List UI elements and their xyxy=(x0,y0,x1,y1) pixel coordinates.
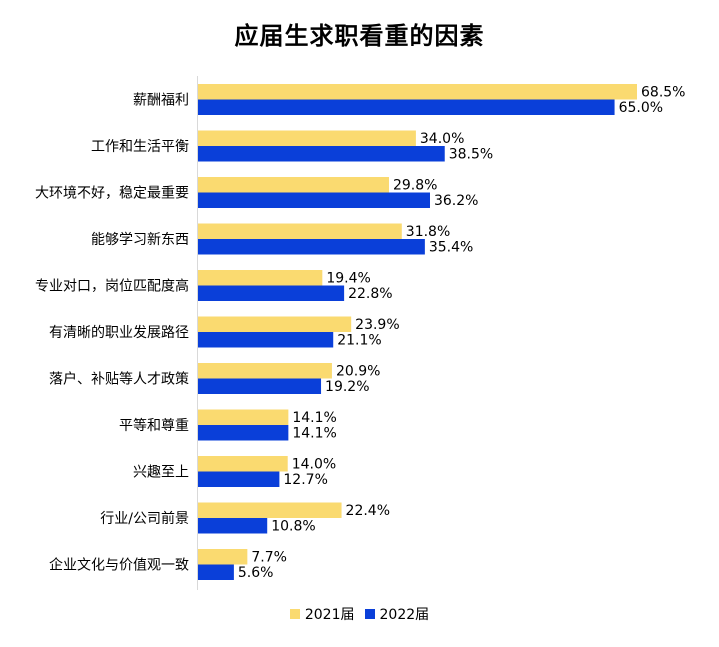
legend: 2021届 2022届 xyxy=(0,604,719,624)
category-label: 行业/公司前景 xyxy=(100,510,189,527)
category-label: 专业对口，岗位匹配度高 xyxy=(35,278,189,295)
chart-title: 应届生求职看重的因素 xyxy=(234,22,485,50)
bar-2021 xyxy=(198,223,402,239)
data-label: 31.8% xyxy=(406,224,450,240)
bar-2022 xyxy=(198,564,234,580)
legend-label-2022: 2022届 xyxy=(379,607,430,623)
data-label: 14.0% xyxy=(292,457,336,473)
data-label: 14.1% xyxy=(292,426,336,442)
bar-2022 xyxy=(198,146,445,162)
legend-item-2022: 2022届 xyxy=(364,604,430,624)
bar-2022 xyxy=(198,285,345,301)
category-label: 平等和尊重 xyxy=(119,417,189,434)
bar-2022 xyxy=(198,99,615,115)
data-label: 34.0% xyxy=(420,131,464,147)
category-label: 兴趣至上 xyxy=(133,465,189,481)
bar-2021 xyxy=(198,363,332,379)
data-label: 35.4% xyxy=(429,240,473,256)
data-label: 65.0% xyxy=(619,100,663,116)
data-label: 19.2% xyxy=(325,379,369,395)
data-label: 68.5% xyxy=(641,85,685,101)
bar-2022 xyxy=(198,192,430,208)
bar-2022 xyxy=(198,378,322,394)
data-label: 23.9% xyxy=(355,317,399,333)
legend-swatch-2021 xyxy=(289,609,300,619)
data-label: 21.1% xyxy=(337,333,381,349)
bar-2021 xyxy=(198,177,389,193)
data-label: 36.2% xyxy=(434,193,478,209)
data-label: 10.8% xyxy=(271,519,315,535)
data-label: 20.9% xyxy=(336,364,380,380)
legend-item-2021: 2021届 xyxy=(289,604,355,624)
data-label: 22.4% xyxy=(346,503,390,519)
bar-2021 xyxy=(198,84,637,100)
bar-2021 xyxy=(198,549,248,565)
bar-2022 xyxy=(198,518,268,534)
bar-2021 xyxy=(198,409,289,425)
category-label: 工作和生活平衡 xyxy=(91,139,189,155)
bar-2021 xyxy=(198,502,342,518)
data-label: 7.7% xyxy=(251,550,287,566)
bar-2022 xyxy=(198,239,425,255)
data-label: 19.4% xyxy=(326,271,370,287)
legend-label-2021: 2021届 xyxy=(304,607,355,623)
bar-2021 xyxy=(198,456,288,472)
data-label: 5.6% xyxy=(238,565,274,581)
category-label: 有清晰的职业发展路径 xyxy=(49,325,189,341)
data-label: 29.8% xyxy=(393,178,437,194)
data-label: 38.5% xyxy=(449,147,493,163)
bar-2021 xyxy=(198,130,416,146)
bar-2021 xyxy=(198,316,352,332)
category-label: 大环境不好，稳定最重要 xyxy=(35,186,189,202)
data-label: 12.7% xyxy=(283,472,327,488)
data-label: 22.8% xyxy=(348,286,392,302)
category-label: 能够学习新东西 xyxy=(91,232,189,248)
bar-2022 xyxy=(198,471,280,487)
category-label: 落户、补贴等人才政策 xyxy=(49,371,189,388)
category-label: 企业文化与价值观一致 xyxy=(49,557,189,574)
bar-2022 xyxy=(198,332,334,348)
bar-2022 xyxy=(198,425,289,441)
legend-swatch-2022 xyxy=(364,609,375,619)
bar-2021 xyxy=(198,270,323,286)
data-label: 14.1% xyxy=(292,410,336,426)
category-label: 薪酬福利 xyxy=(133,93,189,109)
